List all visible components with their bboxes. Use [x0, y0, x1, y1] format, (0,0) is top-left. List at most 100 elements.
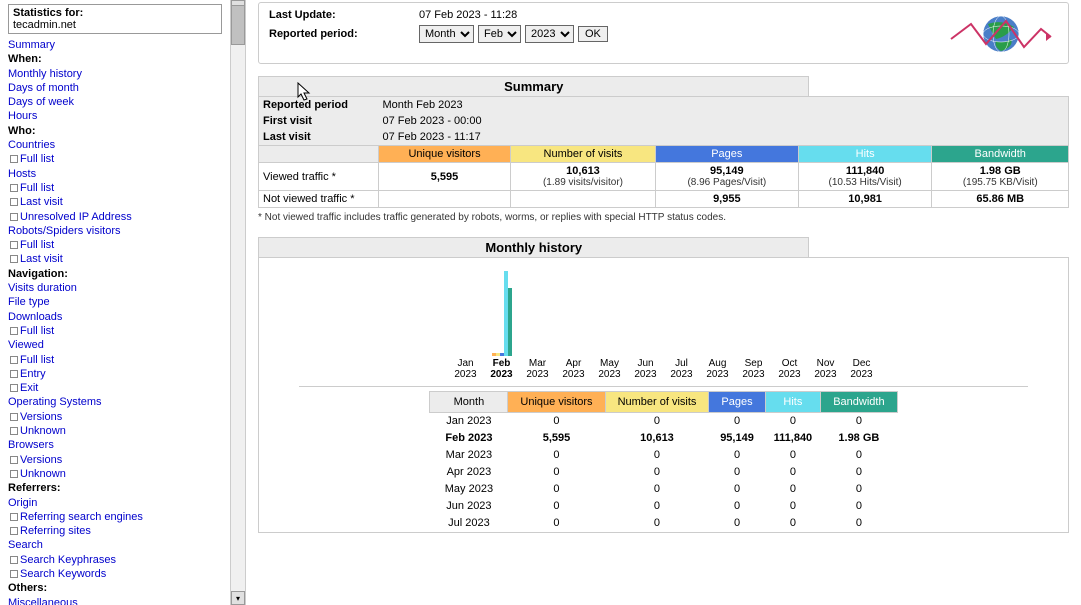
nav-link[interactable]: Full list: [8, 353, 222, 367]
nav-link[interactable]: File type: [8, 295, 222, 309]
nav-link[interactable]: Full list: [8, 181, 222, 195]
summary-cell: 95,149(8.96 Pages/Visit): [655, 163, 798, 191]
mh-cell: 0: [709, 498, 765, 515]
nav-link[interactable]: Last visit: [8, 195, 222, 209]
nav-link[interactable]: Browsers: [8, 438, 222, 452]
reported-period-label: Reported period:: [269, 28, 419, 40]
mh-month-cell: Jan 2023: [430, 413, 508, 430]
mh-cell: 10,613: [605, 430, 709, 447]
nav-link[interactable]: Days of month: [8, 81, 222, 95]
nav-link[interactable]: Full list: [8, 238, 222, 252]
nav-link[interactable]: Days of week: [8, 95, 222, 109]
month-select[interactable]: Feb: [478, 25, 521, 43]
nav-link[interactable]: Operating Systems: [8, 395, 222, 409]
stats-for-label: Statistics for:: [13, 7, 217, 19]
nav-link[interactable]: Versions: [8, 453, 222, 467]
nav-link[interactable]: Search: [8, 538, 222, 552]
nav-link[interactable]: Last visit: [8, 252, 222, 266]
sidebar-scrollbar[interactable]: ▴ ▾: [230, 0, 246, 605]
mh-cell: 0: [709, 464, 765, 481]
mh-month-cell: May 2023: [430, 481, 508, 498]
nav-link[interactable]: Unknown: [8, 467, 222, 481]
month-label: May2023: [598, 358, 620, 380]
summary-cell: 5,595: [379, 163, 511, 191]
nav-link[interactable]: Monthly history: [8, 67, 222, 81]
month-label: Jun2023: [634, 358, 656, 380]
mh-cell: 0: [605, 481, 709, 498]
meta-value: 07 Feb 2023 - 11:17: [379, 129, 1069, 146]
summary-col-header: Unique visitors: [379, 146, 511, 163]
nav-link[interactable]: Search Keywords: [8, 567, 222, 581]
mh-cell: 0: [508, 464, 605, 481]
summary-cell: 1.98 GB(195.75 KB/Visit): [932, 163, 1069, 191]
mh-col-header: Unique visitors: [508, 392, 605, 413]
mh-cell: 0: [605, 464, 709, 481]
stats-for-domain: tecadmin.net: [13, 19, 217, 31]
nav-link[interactable]: Summary: [8, 38, 222, 52]
meta-label: First visit: [259, 113, 379, 129]
mh-month-cell: Jun 2023: [430, 498, 508, 515]
nav-link[interactable]: Miscellaneous: [8, 596, 222, 605]
mh-cell: 111,840: [765, 430, 821, 447]
summary-col-header: Number of visits: [511, 146, 656, 163]
meta-label: Last visit: [259, 129, 379, 146]
mh-cell: 0: [765, 481, 821, 498]
nav-link[interactable]: Unresolved IP Address: [8, 210, 222, 224]
nav-heading: Who:: [8, 124, 222, 138]
nav-heading: Referrers:: [8, 481, 222, 495]
summary-cell: [379, 191, 511, 208]
monthly-box: Jan2023Feb2023Mar2023Apr2023May2023Jun20…: [258, 257, 1069, 533]
nav-link[interactable]: Entry: [8, 367, 222, 381]
mh-cell: 0: [709, 481, 765, 498]
year-select[interactable]: 2023: [525, 25, 574, 43]
mh-col-header: Pages: [709, 392, 765, 413]
nav-heading: Others:: [8, 581, 222, 595]
mh-month-cell: Apr 2023: [430, 464, 508, 481]
month-label: Oct2023: [778, 358, 800, 380]
nav-link[interactable]: Countries: [8, 138, 222, 152]
sidebar: Statistics for: tecadmin.net SummaryWhen…: [0, 0, 230, 605]
nav-link[interactable]: Search Keyphrases: [8, 553, 222, 567]
nav-link[interactable]: Exit: [8, 381, 222, 395]
monthly-title: Monthly history: [258, 237, 809, 257]
nav-link[interactable]: Downloads: [8, 310, 222, 324]
ok-button[interactable]: OK: [578, 26, 608, 42]
nav-link[interactable]: Hours: [8, 109, 222, 123]
awstats-logo-icon: [946, 9, 1056, 62]
mh-month-cell: Feb 2023: [430, 430, 508, 447]
last-update-label: Last Update:: [269, 9, 419, 21]
summary-cell: 9,955: [655, 191, 798, 208]
summary-col-header: Bandwidth: [932, 146, 1069, 163]
summary-footnote: * Not viewed traffic includes traffic ge…: [258, 212, 1069, 223]
summary-col-header: Hits: [798, 146, 932, 163]
month-label: Mar2023: [526, 358, 548, 380]
scroll-down-icon[interactable]: ▾: [231, 591, 245, 605]
last-update-value: 07 Feb 2023 - 11:28: [419, 9, 517, 21]
nav-link[interactable]: Viewed: [8, 338, 222, 352]
summary-table: Reported periodMonth Feb 2023First visit…: [258, 96, 1069, 208]
nav-link[interactable]: Hosts: [8, 167, 222, 181]
month-label: Aug2023: [706, 358, 728, 380]
nav-link[interactable]: Robots/Spiders visitors: [8, 224, 222, 238]
mh-cell: 0: [605, 413, 709, 430]
nav-link[interactable]: Versions: [8, 410, 222, 424]
mh-cell: 0: [765, 498, 821, 515]
nav-link[interactable]: Full list: [8, 152, 222, 166]
nav-link[interactable]: Referring search engines: [8, 510, 222, 524]
mh-cell: 0: [709, 447, 765, 464]
month-label: Nov2023: [814, 358, 836, 380]
nav-link[interactable]: Referring sites: [8, 524, 222, 538]
month-label: Apr2023: [562, 358, 584, 380]
nav-link[interactable]: Full list: [8, 324, 222, 338]
mh-cell: 5,595: [508, 430, 605, 447]
nav-link[interactable]: Origin: [8, 496, 222, 510]
nav-link[interactable]: Unknown: [8, 424, 222, 438]
scroll-thumb[interactable]: [231, 5, 245, 45]
summary-cell: 10,613(1.89 visits/visitor): [511, 163, 656, 191]
mh-cell: 0: [605, 515, 709, 532]
mh-cell: 0: [765, 515, 821, 532]
mh-col-header: Month: [430, 392, 508, 413]
nav-link[interactable]: Visits duration: [8, 281, 222, 295]
mh-cell: 0: [821, 447, 897, 464]
period-type-select[interactable]: Month: [419, 25, 474, 43]
